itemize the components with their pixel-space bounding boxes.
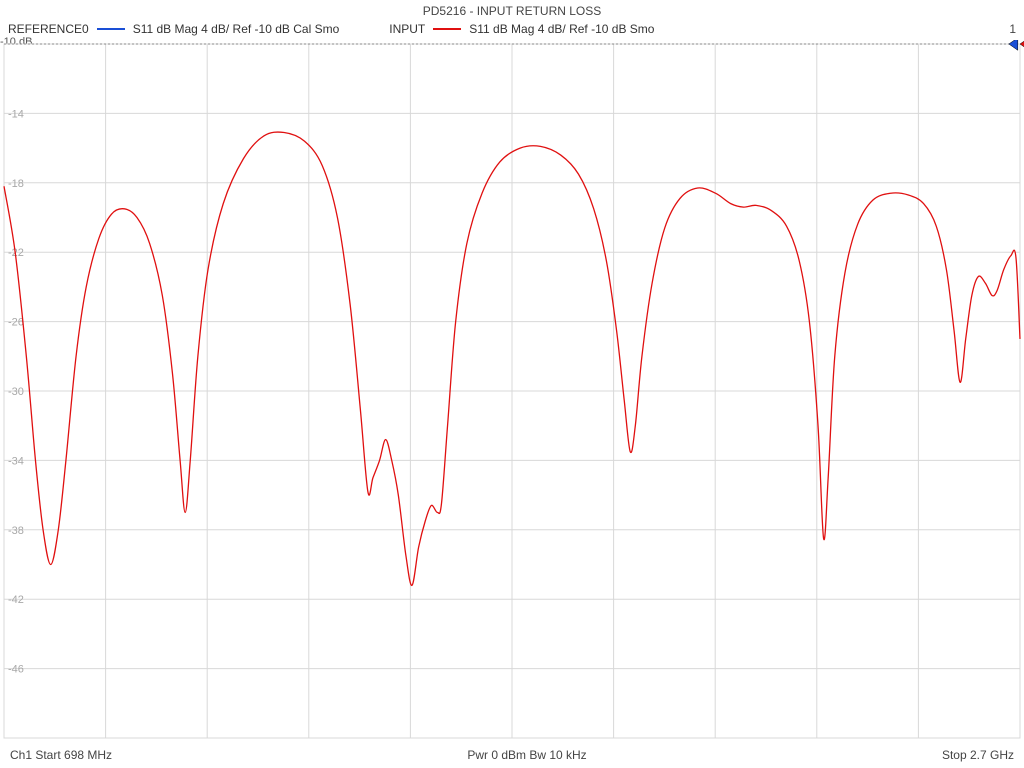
svg-text:-46: -46	[8, 664, 24, 676]
chart-svg: -14-18-22-26-30-34-38-42-46	[0, 40, 1024, 740]
legend-trace2-swatch	[433, 28, 461, 30]
legend-trace1-desc: S11 dB Mag 4 dB/ Ref -10 dB Cal Smo	[133, 22, 340, 36]
chart-area: -14-18-22-26-30-34-38-42-46	[0, 40, 1024, 740]
footer-power: Pwr 0 dBm Bw 10 kHz	[467, 748, 586, 762]
footer: Ch1 Start 698 MHz Pwr 0 dBm Bw 10 kHz St…	[0, 748, 1024, 762]
legend: REFERENCE0 S11 dB Mag 4 dB/ Ref -10 dB C…	[8, 22, 654, 36]
footer-start: Ch1 Start 698 MHz	[10, 748, 112, 762]
legend-trace1-swatch	[97, 28, 125, 30]
svg-text:-38: -38	[8, 525, 24, 537]
svg-text:-30: -30	[8, 386, 24, 398]
svg-text:-34: -34	[8, 455, 24, 467]
footer-stop: Stop 2.7 GHz	[942, 748, 1014, 762]
marker-number: 1	[1009, 22, 1016, 36]
svg-text:-42: -42	[8, 594, 24, 606]
legend-trace2-name: INPUT	[389, 22, 425, 36]
chart-title: PD5216 - INPUT RETURN LOSS	[0, 4, 1024, 18]
legend-trace1: REFERENCE0 S11 dB Mag 4 dB/ Ref -10 dB C…	[8, 22, 339, 36]
svg-text:-14: -14	[8, 108, 24, 120]
legend-trace1-name: REFERENCE0	[8, 22, 89, 36]
legend-trace2: INPUT S11 dB Mag 4 dB/ Ref -10 dB Smo	[389, 22, 654, 36]
svg-text:-18: -18	[8, 178, 24, 190]
svg-text:-26: -26	[8, 317, 24, 329]
legend-trace2-desc: S11 dB Mag 4 dB/ Ref -10 dB Smo	[469, 22, 654, 36]
